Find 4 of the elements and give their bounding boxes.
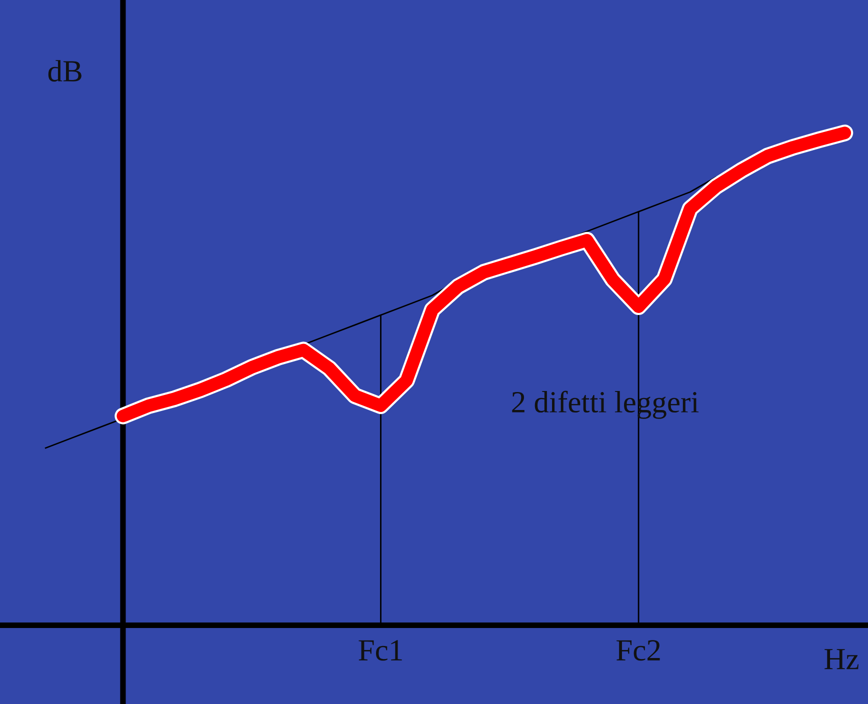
x-tick-label: Fc2 [616, 640, 660, 661]
y-axis-title: dB [48, 60, 82, 82]
x-tick-label: Fc1 [358, 640, 402, 661]
x-axis-title: Hz [824, 649, 858, 670]
